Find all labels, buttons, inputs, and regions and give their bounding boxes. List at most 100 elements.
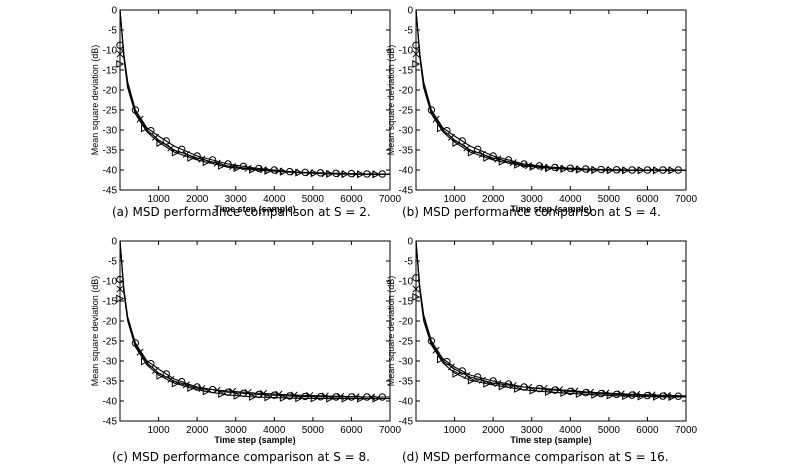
y-tick-label: 0 [407, 6, 413, 17]
y-tick-label: -35 [399, 146, 414, 157]
y-tick-label: -30 [103, 357, 118, 368]
data-point [202, 387, 211, 396]
y-tick-label: -5 [108, 26, 117, 37]
data-point [412, 50, 420, 58]
data-point [575, 165, 584, 174]
data-point [326, 169, 335, 178]
data-point [229, 162, 237, 171]
figure-caption: (d) MSD performance comparison at S = 16… [402, 450, 669, 464]
data-point [622, 166, 631, 175]
data-point [452, 369, 461, 378]
y-tick-label: -5 [404, 26, 413, 37]
data-point [540, 384, 548, 393]
y-tick-label: -45 [103, 417, 118, 428]
data-point [612, 390, 621, 399]
data-point [275, 390, 283, 398]
data-point [483, 379, 492, 388]
series-line [119, 240, 390, 400]
data-point [544, 387, 554, 397]
data-point [514, 160, 523, 169]
data-point [436, 355, 446, 364]
x-tick-label: 3000 [225, 194, 248, 205]
data-point [279, 393, 288, 402]
series-triangle [116, 9, 390, 179]
data-point [306, 391, 314, 400]
x-tick-label: 6000 [636, 194, 659, 205]
x-tick-label: 7000 [675, 194, 698, 205]
data-point [295, 394, 304, 403]
data-point [412, 59, 421, 69]
data-point [218, 389, 227, 398]
y-axis-label: Mean square deviation (dB) [386, 276, 396, 387]
data-point [575, 389, 584, 398]
y-tick-label: -40 [103, 397, 118, 408]
data-point [474, 373, 482, 381]
y-tick-label: -35 [399, 377, 414, 388]
y-tick-label: -45 [399, 186, 414, 197]
data-point [436, 124, 446, 133]
x-tick-label: 4000 [263, 194, 286, 205]
y-tick-label: -15 [399, 297, 414, 308]
y-tick-label: -25 [103, 337, 118, 348]
x-tick-label: 5000 [302, 425, 325, 436]
series-triangle [116, 240, 390, 403]
y-tick-label: -30 [103, 126, 118, 137]
y-tick-label: -15 [103, 297, 118, 308]
x-tick-label: 6000 [340, 194, 363, 205]
data-point [259, 389, 268, 397]
y-tick-label: -25 [399, 106, 414, 117]
series-triangle [412, 240, 686, 402]
y-tick-label: -30 [399, 126, 414, 137]
figure-caption: (a) MSD performance comparison at S = 2. [112, 205, 371, 219]
x-tick-label: 7000 [675, 425, 698, 436]
data-point [652, 166, 662, 175]
data-point [555, 386, 564, 394]
data-point [560, 164, 569, 173]
data-point [591, 166, 600, 175]
data-point [356, 394, 366, 403]
x-tick-label: 1000 [147, 425, 170, 436]
x-tick-label: 7000 [379, 425, 402, 436]
x-axis-label: Time step (sample) [510, 435, 591, 445]
y-tick-label: -30 [399, 357, 414, 368]
x-tick-label: 2000 [186, 425, 209, 436]
data-point [643, 391, 652, 400]
plot-area [119, 240, 391, 422]
data-point [498, 382, 507, 391]
data-point [295, 168, 304, 177]
data-point [213, 386, 221, 394]
data-point [467, 148, 476, 157]
data-point [182, 150, 190, 158]
plot-area [415, 240, 687, 422]
y-tick-label: -20 [103, 86, 118, 97]
data-point [171, 148, 180, 157]
y-tick-label: -35 [103, 146, 118, 157]
data-point [332, 393, 340, 401]
data-point [248, 165, 258, 174]
data-point [458, 137, 466, 145]
y-tick-label: -20 [399, 86, 414, 97]
data-point [290, 391, 298, 399]
data-point [218, 161, 227, 170]
y-tick-label: -5 [404, 257, 413, 268]
data-point [229, 387, 237, 395]
data-point [478, 150, 486, 158]
y-tick-label: -10 [103, 277, 118, 288]
data-point [637, 392, 646, 401]
series-cross [412, 240, 687, 399]
data-point [372, 394, 381, 403]
x-axis-label: Time step (sample) [214, 435, 295, 445]
y-tick-label: -10 [103, 46, 118, 57]
x-tick-label: 3000 [521, 194, 544, 205]
data-point [310, 394, 319, 403]
y-axis-label: Mean square deviation (dB) [90, 276, 100, 387]
chart-panel-a: 0 -5 -10 -15 -20 -25 -30 -35 -40 -45 1000 2000 3000 4… [90, 6, 402, 220]
chart-panel-d: 0 -5 -10 -15 -20 -25 -30 -35 -40 -45 1000 2000 3000 4… [386, 237, 698, 465]
data-point [597, 389, 605, 398]
series-line [415, 240, 686, 398]
data-point [447, 133, 456, 141]
data-point [529, 386, 538, 395]
data-point [264, 393, 273, 402]
data-point [652, 392, 662, 401]
data-point [637, 166, 646, 175]
